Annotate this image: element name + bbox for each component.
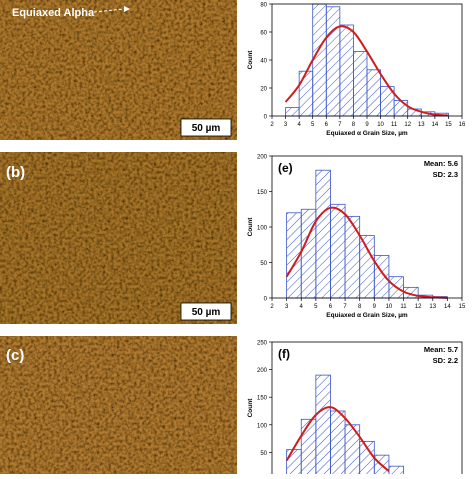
micrograph-1: Equiaxed Alpha 50 µm <box>0 0 237 140</box>
histogram-bar <box>315 374 331 479</box>
histogram-bar <box>373 254 390 299</box>
x-tick-label: 12 <box>415 304 422 310</box>
scale-bar-label-2: 50 µm <box>192 307 221 318</box>
x-tick-label: 12 <box>404 122 411 128</box>
x-tick-label: 16 <box>459 122 466 128</box>
histogram-bar <box>393 100 409 117</box>
x-tick-label: 4 <box>300 304 304 310</box>
histogram-bar <box>366 69 381 117</box>
y-axis-label: Count <box>247 398 254 418</box>
y-tick-label: 200 <box>257 368 268 374</box>
x-tick-label: 5 <box>311 122 315 128</box>
scale-bar-box-2 <box>180 302 232 321</box>
y-tick-label: 250 <box>257 341 268 347</box>
histogram-bar <box>330 410 346 479</box>
normal-fit-curve <box>285 406 390 472</box>
x-axis-label: Equiaxed α Grain Size, µm <box>326 130 408 137</box>
x-tick-label: 2 <box>270 122 274 128</box>
micrograph-3: (c) <box>0 336 237 474</box>
x-tick-label: 4 <box>297 122 301 128</box>
histogram-bar <box>339 24 354 117</box>
y-axis-label: Count <box>247 50 254 70</box>
micrograph-3-image <box>0 336 237 474</box>
x-tick-label: 8 <box>352 122 356 128</box>
normal-fit-curve <box>285 206 448 299</box>
histogram-bar <box>300 208 317 299</box>
histogram-bar <box>344 215 361 299</box>
micrograph-1-annotation: Equiaxed Alpha <box>12 7 95 19</box>
micrograph-1-image <box>0 0 237 140</box>
annotation-arrowhead <box>124 6 130 12</box>
x-tick-label: 8 <box>358 304 362 310</box>
x-tick-label: 3 <box>284 122 288 128</box>
y-tick-label: 50 <box>260 451 267 457</box>
x-tick-label: 11 <box>391 122 398 128</box>
micrograph-2-panel-label: (b) <box>6 164 25 181</box>
y-tick-label: 150 <box>257 190 268 196</box>
y-tick-label: 150 <box>257 396 268 402</box>
x-tick-label: 5 <box>314 304 318 310</box>
histogram-3: 050100150200250Count(f)Mean: 5.7SD: 2.2 <box>247 341 463 479</box>
y-tick-label: 100 <box>257 226 268 232</box>
stats-label: Mean: 5.7 <box>424 345 458 354</box>
histogram-bar <box>330 203 346 299</box>
x-tick-label: 15 <box>445 122 452 128</box>
y-tick-label: 20 <box>260 87 267 93</box>
stats-label: Mean: 5.6 <box>424 159 458 168</box>
chart-panel-label: (e) <box>278 161 293 175</box>
scale-bar-label-1: 50 µm <box>192 123 221 134</box>
histogram-bar <box>286 449 302 479</box>
x-tick-label: 3 <box>285 304 289 310</box>
histogram-bar <box>359 235 375 299</box>
y-tick-label: 0 <box>264 115 268 121</box>
stats-label: SD: 2.3 <box>433 170 458 179</box>
chart-panel-label: (f) <box>278 347 290 361</box>
y-tick-label: 80 <box>260 3 267 9</box>
x-tick-label: 14 <box>444 304 451 310</box>
y-tick-label: 50 <box>260 261 267 267</box>
x-tick-label: 2 <box>270 304 274 310</box>
x-tick-label: 6 <box>329 304 333 310</box>
x-tick-label: 7 <box>343 304 347 310</box>
histogram-bar <box>298 70 314 117</box>
x-tick-label: 10 <box>386 304 393 310</box>
histogram-bar <box>325 6 341 117</box>
plot-frame <box>271 341 463 479</box>
x-tick-label: 9 <box>373 304 377 310</box>
y-tick-label: 60 <box>260 31 267 37</box>
x-tick-label: 10 <box>377 122 384 128</box>
histogram-bar <box>285 107 300 117</box>
stats-label: SD: 2.2 <box>433 356 458 365</box>
x-tick-label: 7 <box>338 122 342 128</box>
histogram-bar <box>300 418 317 479</box>
x-tick-label: 15 <box>459 304 466 310</box>
histogram-1: 0 20 40 60 80 2 3 4 5 6 7 8 9 10 11 12 13 14 15 16 Equiaxed … <box>247 3 466 138</box>
x-axis-label: Equiaxed α Grain Size, µm <box>326 312 408 319</box>
y-tick-label: 200 <box>257 155 268 161</box>
x-tick-label: 6 <box>325 122 329 128</box>
y-tick-label: 40 <box>260 59 267 65</box>
normal-fit-curve <box>284 25 449 117</box>
x-tick-label: 11 <box>400 304 407 310</box>
x-tick-label: 14 <box>432 122 439 128</box>
y-tick-label: 100 <box>257 423 268 429</box>
scale-bar-box-1 <box>180 118 232 137</box>
histogram-bar <box>388 465 404 479</box>
x-tick-label: 9 <box>365 122 369 128</box>
y-axis-label: Count <box>247 217 254 237</box>
y-tick-label: 0 <box>264 297 268 303</box>
micrograph-2: (b) 50 µm <box>0 152 237 324</box>
x-tick-label: 13 <box>429 304 436 310</box>
histogram-bar <box>315 169 331 299</box>
histogram-bar <box>312 3 327 117</box>
micrograph-3-panel-label: (c) <box>6 347 24 364</box>
histogram-2: 0 50 100 150 200 2 3 4 5 6 7 8 9 10 11 12 13 14 15 Equiaxed… <box>247 155 466 320</box>
micrograph-2-image <box>0 152 237 324</box>
histogram-bar <box>353 51 368 117</box>
x-tick-label: 13 <box>418 122 425 128</box>
histogram-bar <box>344 424 361 479</box>
annotation-arrow <box>93 8 125 13</box>
